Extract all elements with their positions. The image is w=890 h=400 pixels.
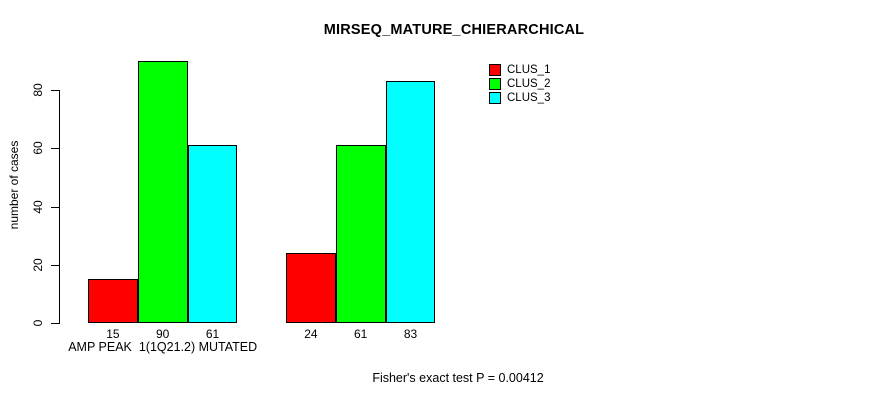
y-axis-tick-label: 60 <box>31 141 45 155</box>
y-axis-line <box>59 90 60 324</box>
y-axis-tick <box>51 148 59 150</box>
y-axis-tick-label: 40 <box>31 199 45 214</box>
bar-clus_1-group1 <box>88 279 138 323</box>
bar-value-label: 15 <box>106 327 120 341</box>
y-axis-tick <box>51 206 59 208</box>
legend-item: CLUS_1 <box>489 63 550 77</box>
bar-value-label: 83 <box>403 327 418 341</box>
fisher-test-note: Fisher's exact test P = 0.00412 <box>372 371 544 385</box>
chart-title: MIRSEQ_MATURE_CHIERARCHICAL <box>323 22 585 38</box>
x-axis-category-label: AMP PEAK 1(1Q21.2) MUTATED <box>68 340 258 354</box>
y-axis-tick <box>51 90 59 91</box>
legend: CLUS_1 CLUS_2 CLUS_3 <box>489 63 550 105</box>
legend-item: CLUS_3 <box>489 91 550 105</box>
legend-swatch-clus-2 <box>489 78 501 90</box>
bar-clus_2-group1 <box>137 60 188 323</box>
y-axis-tick <box>51 264 59 266</box>
bar-value-label: 24 <box>304 327 318 341</box>
legend-item: CLUS_2 <box>489 77 550 91</box>
bar-value-label: 61 <box>354 327 368 341</box>
bar-clus_1-group2 <box>286 253 336 323</box>
legend-swatch-clus-1 <box>489 64 501 76</box>
bar-value-label: 61 <box>205 327 220 341</box>
y-axis-tick-label: 20 <box>31 258 45 272</box>
legend-swatch-clus-3 <box>489 92 501 104</box>
legend-label: CLUS_2 <box>507 78 551 90</box>
bar-clus_2-group2 <box>335 145 386 323</box>
y-axis-label: number of cases <box>7 140 21 230</box>
legend-label: CLUS_1 <box>507 64 551 76</box>
y-axis-tick <box>51 323 59 324</box>
bar-clus_3-group2 <box>385 81 436 323</box>
y-axis-tick-label: 80 <box>31 83 45 97</box>
bar-clus_3-group1 <box>187 145 238 323</box>
legend-label: CLUS_3 <box>507 92 551 104</box>
y-axis-tick-label: 0 <box>31 319 45 327</box>
bar-value-label: 90 <box>156 327 170 341</box>
